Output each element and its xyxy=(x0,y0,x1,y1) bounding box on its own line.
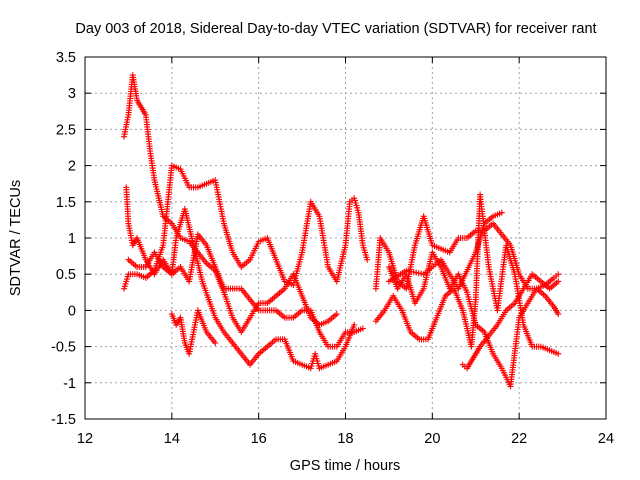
y-tick-label: 3 xyxy=(68,86,76,102)
series-track-1 xyxy=(121,72,340,336)
y-tick-label: 1.5 xyxy=(56,195,76,211)
y-tick-label: -1.5 xyxy=(51,412,76,428)
data-point xyxy=(364,256,371,263)
data-point xyxy=(555,271,562,278)
data-point xyxy=(333,311,340,318)
data-point xyxy=(212,339,219,346)
data-point xyxy=(351,321,358,328)
series-track-9 xyxy=(459,271,562,372)
y-tick-label: -1 xyxy=(63,376,76,392)
y-tick-label: 0.5 xyxy=(56,267,76,283)
series-track-8 xyxy=(385,249,562,390)
x-tick-label: 16 xyxy=(251,431,267,447)
y-axis-tick-labels: -1.5 -1 -0.5 0 0.5 1 1.5 2 2.5 3 3.5 xyxy=(51,50,76,428)
y-tick-label: 3.5 xyxy=(56,50,76,66)
chart-title: Day 003 of 2018, Sidereal Day-to-day VTE… xyxy=(75,21,596,37)
data-point xyxy=(555,278,562,285)
data-point xyxy=(498,209,505,216)
data-point xyxy=(359,325,366,332)
x-tick-label: 20 xyxy=(424,431,440,447)
y-axis-label: SDTVAR / TECUs xyxy=(8,180,24,296)
series-track-3 xyxy=(121,162,371,292)
series-track-5 xyxy=(168,307,219,357)
axis-ticks xyxy=(84,56,607,420)
series-track-2 xyxy=(123,184,358,372)
x-tick-label: 24 xyxy=(598,431,614,447)
y-tick-label: 2.5 xyxy=(56,122,76,138)
y-tick-label: 2 xyxy=(68,159,76,175)
x-tick-label: 12 xyxy=(77,431,93,447)
data-point xyxy=(555,350,562,357)
series-track-7 xyxy=(372,191,562,357)
data-points xyxy=(121,72,562,390)
x-tick-label: 14 xyxy=(164,431,180,447)
y-tick-label: 1 xyxy=(68,231,76,247)
x-axis-label: GPS time / hours xyxy=(290,458,400,474)
x-tick-label: 18 xyxy=(337,431,353,447)
y-tick-label: -0.5 xyxy=(51,340,76,356)
x-axis-tick-labels: 12 14 16 18 20 22 24 xyxy=(77,431,614,447)
data-point xyxy=(555,311,562,318)
series-track-4 xyxy=(125,231,366,350)
x-tick-label: 22 xyxy=(511,431,527,447)
y-tick-label: 0 xyxy=(68,303,76,319)
series-track-10 xyxy=(385,209,505,292)
